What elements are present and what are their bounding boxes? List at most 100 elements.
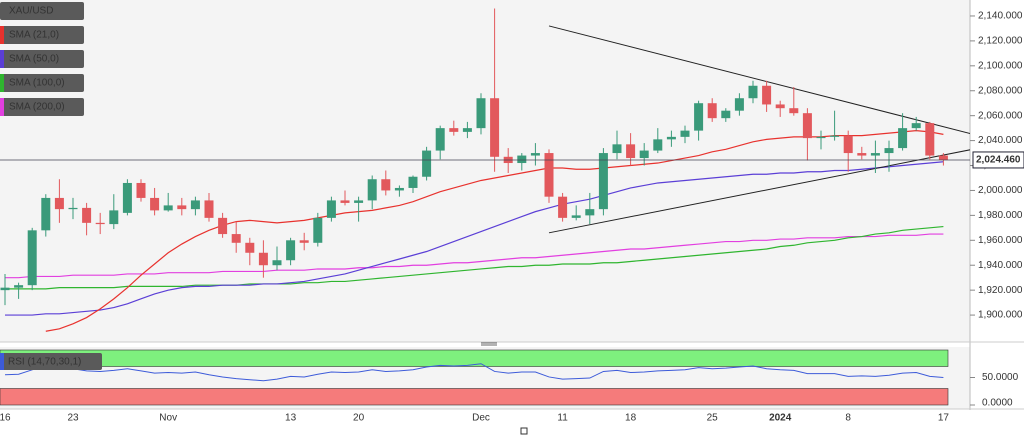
- candle-body: [762, 85, 772, 105]
- legend-label: SMA (100,0): [9, 78, 65, 89]
- plot: [0, 8, 970, 332]
- candle-body: [462, 128, 472, 132]
- trend-line: [548, 25, 970, 135]
- candle-body: [326, 200, 336, 218]
- candle-body: [177, 205, 187, 210]
- x-tick-label: 18: [625, 413, 637, 424]
- legend-label: RSI (14,70,30,1): [8, 357, 81, 368]
- candle-body: [163, 205, 173, 211]
- candle-body: [449, 128, 459, 132]
- legend-box: [0, 98, 84, 116]
- candle-body: [340, 200, 350, 203]
- legend-label: SMA (200,0): [9, 102, 65, 113]
- candle-body: [517, 155, 527, 164]
- price-tag-label: 2,024.460: [976, 155, 1021, 166]
- legend-box: [0, 26, 84, 44]
- legend-swatch: [0, 26, 4, 44]
- legend-box: [0, 353, 102, 370]
- candle-body: [394, 187, 404, 191]
- candle-body: [299, 240, 309, 243]
- legend-swatch: [0, 353, 4, 370]
- y-tick-label: 2,100.000: [978, 60, 1023, 71]
- rsi-line: [4, 363, 944, 382]
- candle-body: [204, 200, 214, 218]
- candle-body: [734, 98, 744, 111]
- legend-swatch: [0, 50, 4, 68]
- candle-body: [666, 136, 676, 140]
- resize-handle[interactable]: [481, 342, 497, 346]
- candle-body: [571, 215, 581, 218]
- x-tick-label: Dec: [472, 413, 490, 424]
- candle-body: [857, 153, 867, 156]
- candle-body: [884, 148, 894, 154]
- y-tick-label: 2,060.000: [978, 110, 1023, 121]
- candle-body: [27, 230, 37, 286]
- candle-body: [122, 182, 132, 213]
- sma-line: [5, 225, 944, 290]
- candle-body: [707, 103, 717, 119]
- candle-body: [68, 207, 78, 210]
- candle-body: [136, 182, 146, 198]
- candle-body: [775, 104, 785, 109]
- candle-body: [585, 209, 595, 216]
- legend-label: SMA (21,0): [9, 30, 59, 41]
- candle-body: [476, 98, 486, 129]
- candle-body: [639, 150, 649, 159]
- candle-body: [54, 197, 64, 210]
- legend-swatch: [0, 98, 4, 116]
- candle-body: [435, 128, 445, 151]
- sma-line: [45, 130, 944, 332]
- candle-body: [218, 217, 228, 235]
- candle-body: [721, 110, 731, 119]
- candle-body: [422, 150, 432, 177]
- x-tick-label: Nov: [159, 413, 177, 424]
- scroll-handle[interactable]: [520, 427, 528, 435]
- x-tick-label: 8: [845, 413, 851, 424]
- candle-body: [95, 222, 105, 225]
- rsi-zone: [0, 388, 949, 406]
- legend-swatch: [0, 74, 4, 92]
- candle-body: [911, 123, 921, 129]
- y-tick-label: 2,140.000: [978, 11, 1023, 22]
- x-tick-label: 2024: [769, 413, 792, 424]
- candle-body: [367, 179, 377, 201]
- sma-line: [5, 233, 944, 279]
- y-tick-label: 2,040.000: [978, 135, 1023, 146]
- candle-body: [694, 103, 704, 131]
- candle-body: [898, 128, 908, 149]
- candle-body: [0, 287, 10, 291]
- y-tick-label: 0.0000: [982, 398, 1013, 409]
- candle-body: [286, 240, 296, 261]
- y-tick-label: 50.0000: [982, 372, 1019, 383]
- candle-body: [381, 179, 391, 191]
- price-tag: [972, 151, 1024, 169]
- candle-body: [938, 155, 948, 160]
- y-tick-label: 1,940.000: [978, 260, 1023, 271]
- x-tick-label: 11: [557, 413, 568, 424]
- candle-body: [558, 196, 568, 218]
- legend-label: XAU/USD: [9, 6, 53, 17]
- rsi-zone: [0, 349, 949, 367]
- candle-body: [190, 200, 200, 210]
- candle-body: [150, 197, 160, 211]
- legend-box: [0, 74, 84, 92]
- x-tick-label: 23: [67, 413, 79, 424]
- legend-box: [0, 50, 84, 68]
- x-tick-label: 17: [938, 413, 950, 424]
- x-tick-label: 16: [0, 413, 11, 424]
- candle-body: [544, 153, 554, 197]
- candle-body: [245, 242, 255, 253]
- y-tick-label: 1,900.000: [978, 310, 1023, 321]
- candle-body: [612, 144, 622, 154]
- candle-body: [109, 210, 119, 225]
- y-tick-label: 2,120.000: [978, 36, 1023, 47]
- candle-body: [653, 139, 663, 151]
- x-tick-label: 13: [285, 413, 297, 424]
- candle-body: [925, 123, 935, 156]
- candle-body: [231, 234, 241, 243]
- candle-body: [14, 285, 24, 288]
- candle-body: [680, 130, 690, 137]
- price-panel: [0, 0, 970, 342]
